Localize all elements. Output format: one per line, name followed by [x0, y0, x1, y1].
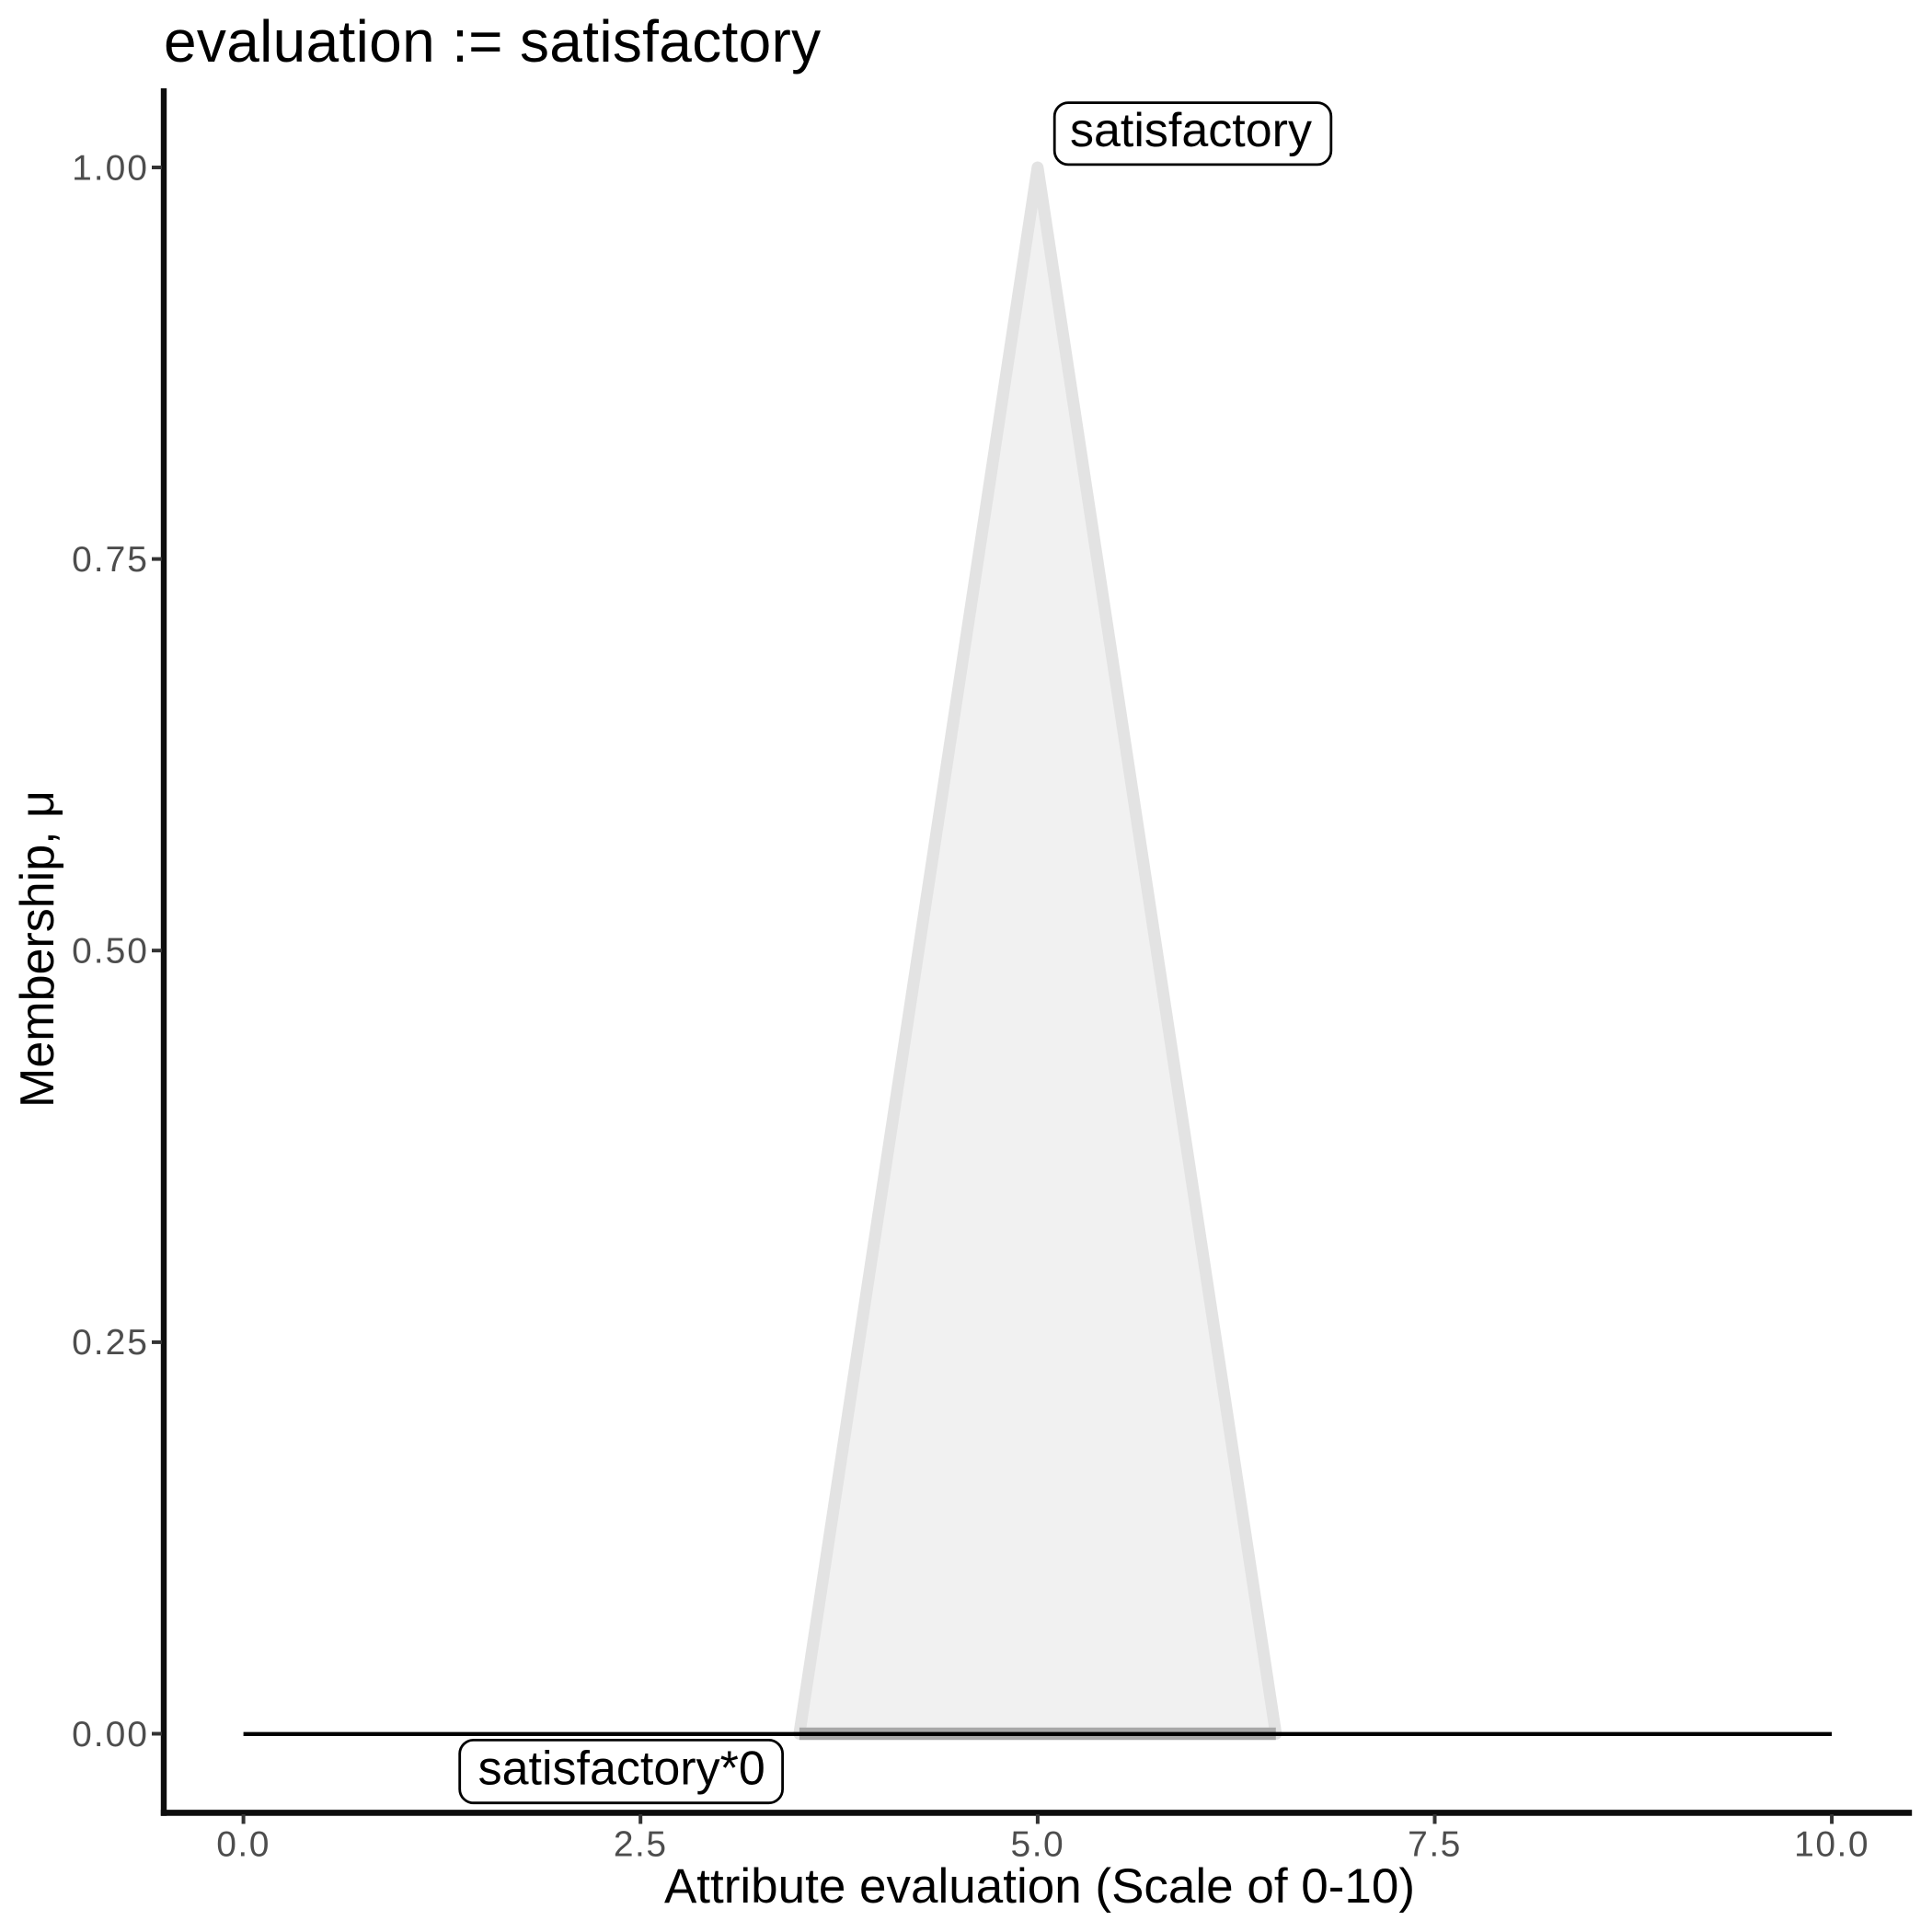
- svg-text:2.5: 2.5: [614, 1824, 668, 1864]
- svg-text:satisfactory*0: satisfactory*0: [478, 1742, 765, 1796]
- svg-text:1.00: 1.00: [72, 148, 149, 188]
- svg-text:evaluation := satisfactory: evaluation := satisfactory: [164, 8, 821, 75]
- svg-text:5.0: 5.0: [1011, 1824, 1065, 1864]
- svg-text:0.50: 0.50: [72, 932, 149, 972]
- svg-text:10.0: 10.0: [1794, 1824, 1869, 1864]
- svg-text:7.5: 7.5: [1408, 1824, 1462, 1864]
- svg-text:Membership, μ: Membership, μ: [11, 790, 64, 1108]
- svg-text:0.25: 0.25: [72, 1323, 149, 1363]
- svg-text:0.0: 0.0: [216, 1824, 270, 1864]
- svg-text:Attribute evaluation (Scale of: Attribute evaluation (Scale of 0-10): [664, 1859, 1415, 1914]
- svg-text:0.00: 0.00: [72, 1715, 149, 1754]
- svg-text:satisfactory: satisfactory: [1070, 104, 1312, 157]
- svg-text:0.75: 0.75: [72, 540, 149, 580]
